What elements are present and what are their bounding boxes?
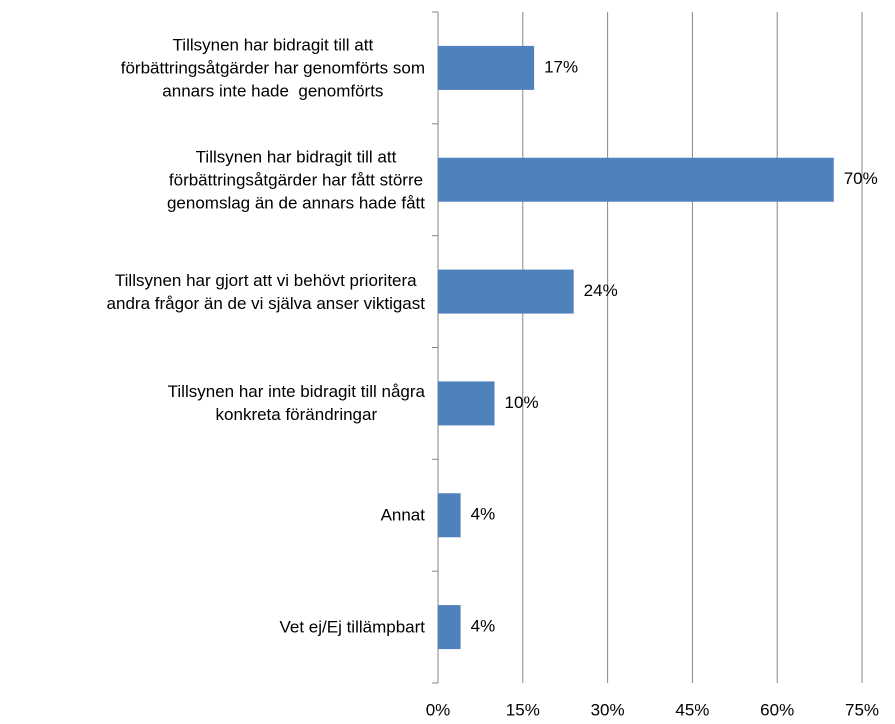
y-tick-label: Tillsynen har inte bidragit till några k… <box>167 382 425 425</box>
category-label-box: Tillsynen har inte bidragit till några k… <box>0 380 425 426</box>
x-tick-label: 45% <box>675 700 709 719</box>
y-tick-label: Tillsynen har bidragit till att förbättr… <box>120 35 425 101</box>
category-label-box: Tillsynen har bidragit till att förbättr… <box>0 33 425 102</box>
bar <box>438 157 834 202</box>
y-tick-label: Vet ej/Ej tillämpbart <box>279 617 425 637</box>
value-label: 4% <box>471 617 496 636</box>
x-tick-label: 0% <box>426 700 451 719</box>
value-label: 70% <box>844 169 878 188</box>
value-label: 4% <box>471 505 496 524</box>
bar <box>438 605 461 650</box>
value-label: 24% <box>584 281 618 300</box>
category-label-box: Tillsynen har gjort att vi behövt priori… <box>0 269 425 315</box>
value-label: 17% <box>544 57 578 76</box>
y-tick-label: Tillsynen har bidragit till att förbättr… <box>166 147 425 213</box>
bar <box>438 381 495 426</box>
x-tick-label: 30% <box>591 700 625 719</box>
bar <box>438 493 461 538</box>
category-label-box: Tillsynen har bidragit till att förbättr… <box>0 145 425 214</box>
bar <box>438 45 535 90</box>
x-tick-label: 75% <box>845 700 879 719</box>
y-tick-label: Annat <box>380 505 425 525</box>
y-tick-label: Tillsynen har gjort att vi behövt priori… <box>106 270 425 313</box>
bar <box>438 269 574 314</box>
category-label-box: Annat <box>0 504 425 527</box>
category-label-box: Vet ej/Ej tillämpbart <box>0 616 425 639</box>
value-label: 10% <box>505 393 539 412</box>
x-tick-label: 15% <box>506 700 540 719</box>
x-tick-label: 60% <box>760 700 794 719</box>
